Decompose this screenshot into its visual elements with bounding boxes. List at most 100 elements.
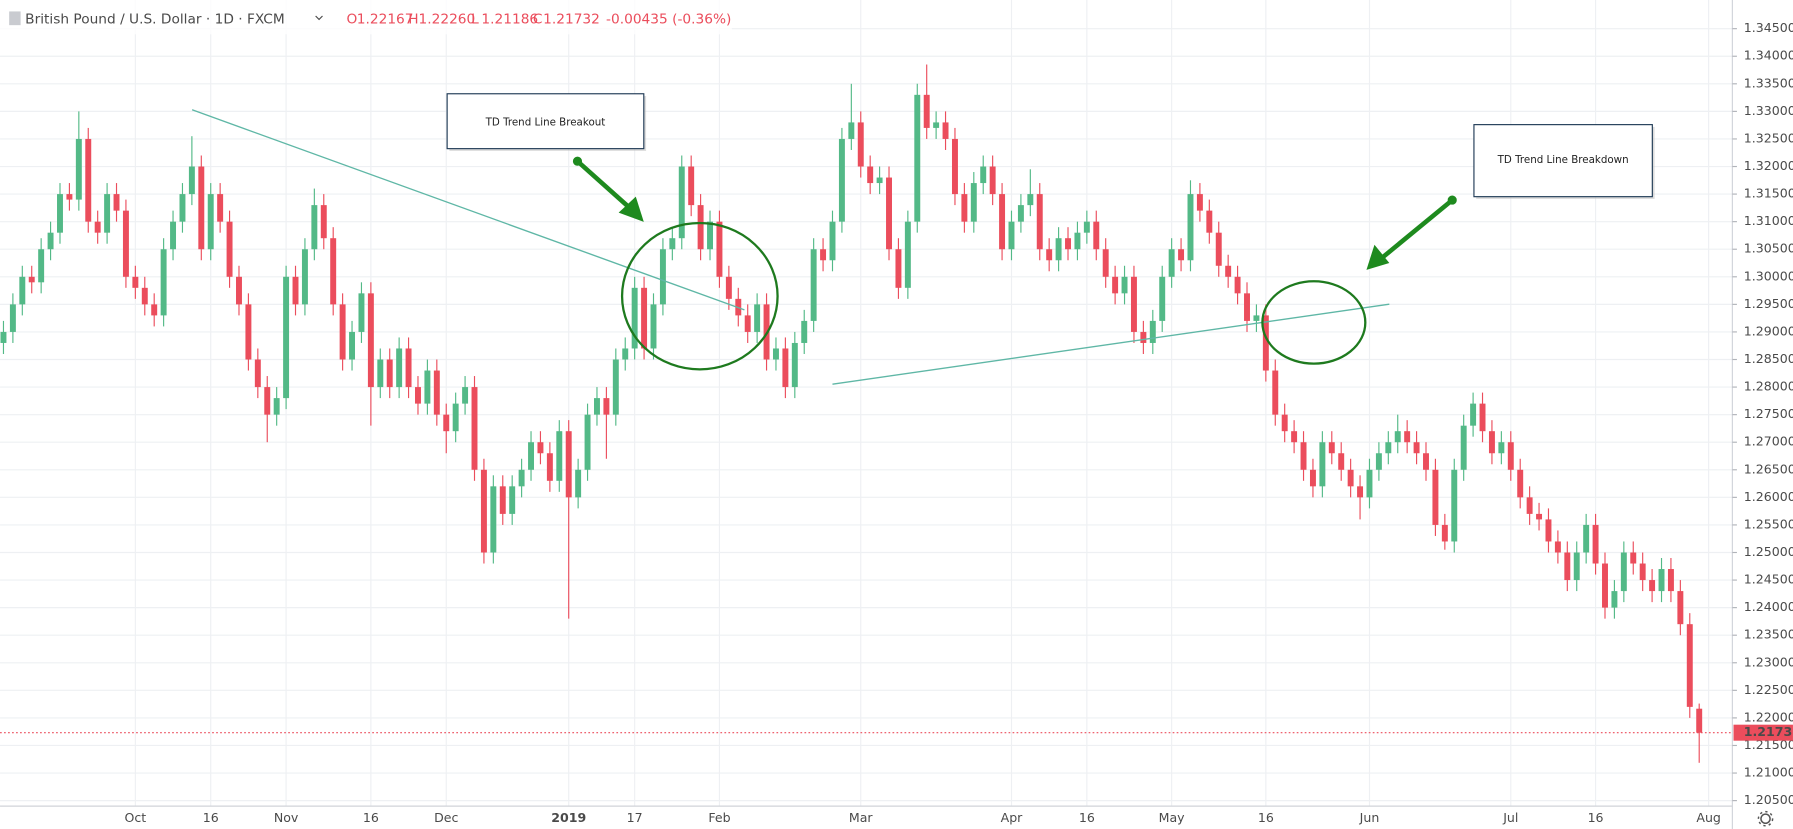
candle-body [1649, 580, 1656, 592]
candle-body [810, 249, 817, 321]
candle-body [1319, 442, 1326, 487]
candle-body [1639, 563, 1646, 581]
candle-body [1347, 469, 1354, 487]
candle-body [1536, 513, 1543, 520]
candle-body [1507, 442, 1514, 470]
x-tick-label: Jun [1359, 810, 1380, 825]
candle-body [933, 122, 940, 128]
ohlc-value: 1.22260 [419, 11, 476, 27]
candle-body [509, 486, 516, 514]
candle-body [433, 370, 440, 415]
candle-body [838, 138, 845, 222]
candle-body [678, 166, 685, 239]
header-bg [0, 0, 732, 35]
candle-body [575, 469, 582, 498]
candle-body [1328, 442, 1335, 454]
candle-body [113, 194, 120, 211]
candle-body [989, 166, 996, 195]
y-tick-label: 1.20500 [1744, 792, 1793, 807]
candle-body [999, 194, 1006, 250]
y-tick-label: 1.34500 [1744, 20, 1793, 35]
annotation: TD Trend Line Breakdown [1497, 154, 1629, 166]
y-tick-label: 1.32000 [1744, 158, 1793, 173]
settings-icon[interactable] [1757, 810, 1774, 827]
candle-body [848, 122, 855, 139]
candle-body [1244, 293, 1250, 321]
candle-body [622, 348, 629, 360]
candle-body [254, 359, 261, 388]
symbol-icon [9, 11, 21, 26]
candle-body [895, 249, 902, 288]
candle-body [1460, 425, 1467, 470]
dropdown-caret[interactable] [315, 15, 323, 21]
candle-body [886, 177, 892, 250]
candle-body [396, 348, 403, 388]
last-price-label: 1.21732 [1744, 724, 1793, 739]
y-tick-label: 1.26000 [1744, 489, 1793, 504]
arrow [572, 156, 644, 222]
candle-body [490, 486, 497, 553]
candle-body [1272, 370, 1279, 415]
candle-body [556, 431, 563, 481]
candle-body [1093, 221, 1100, 250]
candle-body [546, 453, 553, 481]
y-tick-label: 1.30000 [1744, 268, 1793, 283]
candle-body [1498, 442, 1505, 454]
candle-body [236, 276, 242, 305]
candle-body [198, 166, 205, 250]
candle-body [1055, 238, 1062, 261]
candles [0, 64, 1703, 763]
candle-body [697, 205, 704, 250]
symbol-title[interactable]: British Pound / U.S. Dollar · 1D · FXCM [25, 11, 285, 27]
candle-body [480, 469, 487, 553]
y-tick-label: 1.33000 [1744, 103, 1793, 118]
y-tick-label: 1.32500 [1744, 130, 1793, 145]
x-tick-label: Oct [124, 810, 146, 825]
annotation-box [446, 93, 645, 150]
highlight-circle [620, 221, 779, 371]
annotation-box [1473, 124, 1653, 198]
candle-body [725, 276, 732, 299]
candle-body [1225, 265, 1232, 277]
candle-body [1149, 320, 1156, 343]
candle-body [1583, 524, 1590, 553]
candle-body [641, 287, 648, 349]
candle-body [160, 249, 167, 316]
candle-body [1102, 249, 1109, 277]
candle-body [452, 403, 459, 432]
y-tick-label: 1.24000 [1744, 599, 1793, 614]
x-tick-label: 16 [363, 810, 379, 825]
candle-body [1159, 276, 1166, 321]
candle-body [141, 287, 148, 305]
candle-body [1394, 431, 1401, 443]
candle-body [537, 442, 544, 454]
candle-body [1196, 194, 1203, 211]
candle-body [867, 166, 874, 184]
x-tick-label: 16 [1258, 810, 1274, 825]
candle-body [217, 194, 224, 222]
candle-body [443, 414, 450, 432]
candle-body [47, 232, 54, 250]
x-tick-label: Jul [1502, 810, 1518, 825]
candle-body [603, 398, 610, 415]
candle-body [1366, 469, 1373, 498]
candle-body [923, 94, 930, 128]
candle-body [1027, 194, 1034, 206]
x-tick-label: Feb [708, 810, 730, 825]
candle-body [1300, 442, 1307, 470]
candle-body [1517, 469, 1524, 498]
candle-body [1564, 552, 1571, 581]
candle-body [650, 304, 657, 349]
x-tick-label: Dec [434, 810, 458, 825]
candle-body [1441, 524, 1448, 542]
candle-body [584, 414, 591, 470]
ohlc-value: 1.21732 [543, 11, 600, 27]
candle-body [405, 348, 412, 388]
candle-body [612, 359, 619, 415]
candle-body [132, 276, 139, 288]
candle-body [424, 370, 431, 404]
candle-body [951, 138, 958, 195]
candle-body [320, 205, 327, 239]
candle-body [1573, 552, 1580, 581]
